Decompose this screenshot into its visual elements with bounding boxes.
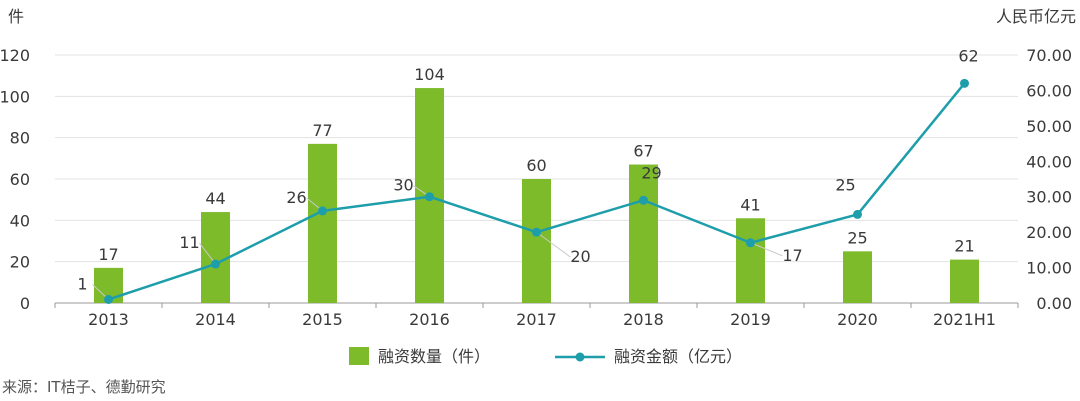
y-left-tick-label: 120 [0,46,30,65]
bar-value-label: 67 [633,142,653,161]
y-right-tick-label: 40.00 [1026,152,1072,171]
y-right-tick-label: 30.00 [1026,188,1072,207]
y-right-tick-label: 70.00 [1026,46,1072,65]
label-leader-line [750,242,783,257]
y-left-tick-label: 0 [20,294,30,313]
bar [950,259,979,303]
line-value-label: 20 [570,247,590,266]
line-point [853,209,862,219]
bar-value-label: 41 [740,195,760,214]
line-point [104,294,113,304]
line-point [532,227,541,237]
bar-series [94,88,979,303]
y-right-tick-label: 10.00 [1026,259,1072,278]
line-value-label: 62 [958,46,978,65]
y-right-unit: 人民币亿元 [996,7,1076,26]
bar [522,179,551,303]
bar [629,164,658,303]
line-value-label: 29 [641,163,661,182]
x-tick-label: 2020 [837,310,878,329]
x-tick-label: 2017 [516,310,557,329]
line-value-label: 11 [179,233,199,252]
y-left-tick-label: 100 [0,87,30,106]
line-point [746,238,755,248]
y-right-tick-label: 50.00 [1026,117,1072,136]
bar [201,212,230,303]
bar-value-label: 104 [414,65,445,84]
legend-line-label: 融资金额（亿元） [614,347,742,366]
y-left-tick-label: 20 [10,253,30,272]
x-tick-label: 2013 [88,310,129,329]
x-tick-label: 2021H1 [933,310,996,329]
bar [736,218,765,303]
bar [308,143,337,303]
line-series [104,78,969,304]
bar-value-label: 77 [312,121,332,140]
line-value-label: 17 [782,246,802,265]
x-tick-label: 2015 [302,310,343,329]
line-value-label: 1 [77,274,87,293]
y-left-tick-label: 60 [10,170,30,189]
bar-value-label: 17 [98,245,118,264]
line-value-label: 26 [286,188,306,207]
x-tick-label: 2019 [730,310,771,329]
x-tick-label: 2014 [195,310,236,329]
legend: 融资数量（件） 融资金额（亿元） [349,347,742,366]
y-left-unit: 件 [8,7,24,26]
x-tick-label: 2018 [623,310,664,329]
x-tick-label: 2016 [409,310,450,329]
line-point [211,259,220,269]
line-value-label: 30 [393,176,413,195]
line-point [960,78,969,88]
line-point [318,206,327,216]
y-left-tick-label: 40 [10,211,30,230]
y-right-tick-label: 0.00 [1036,294,1072,313]
legend-bar-swatch [349,347,369,365]
axes: 0204060801001200.0010.0020.0030.0040.005… [0,7,1076,329]
legend-bar-label: 融资数量（件） [378,347,490,366]
y-left-tick-label: 80 [10,129,30,148]
y-right-tick-label: 60.00 [1026,81,1072,100]
line-point [425,192,434,202]
y-right-tick-label: 20.00 [1026,223,1072,242]
bar-value-label: 60 [526,156,546,175]
bar-value-label: 44 [205,189,225,208]
bar [843,251,872,303]
line-point [639,195,648,205]
legend-line-marker [575,352,585,362]
label-leader-line [536,231,571,258]
source-note: 来源：IT桔子、德勤研究 [2,378,166,396]
bar-value-label: 21 [954,237,974,256]
line-value-label: 25 [835,175,855,194]
bar-value-label: 25 [847,228,867,247]
